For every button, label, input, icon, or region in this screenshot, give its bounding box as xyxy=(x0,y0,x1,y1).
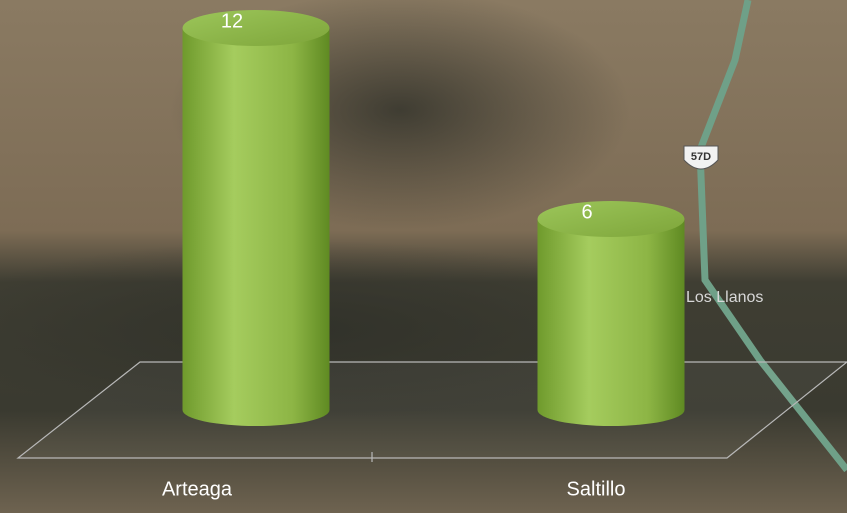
place-label: Los Llanos xyxy=(686,289,763,306)
x-tick-label: Arteaga xyxy=(162,478,233,500)
value-label: 6 xyxy=(581,201,592,223)
bar-body xyxy=(182,28,330,426)
value-label: 12 xyxy=(221,10,243,32)
bar-body xyxy=(537,219,685,426)
route-label: 57D xyxy=(691,151,711,163)
map-terrain xyxy=(0,240,680,420)
floor xyxy=(16,361,847,462)
route-shield: 57D xyxy=(683,145,719,170)
x-tick-label: Saltillo xyxy=(567,478,626,500)
map-road xyxy=(696,0,847,473)
bar-top xyxy=(182,10,330,46)
bar-top xyxy=(537,201,685,237)
